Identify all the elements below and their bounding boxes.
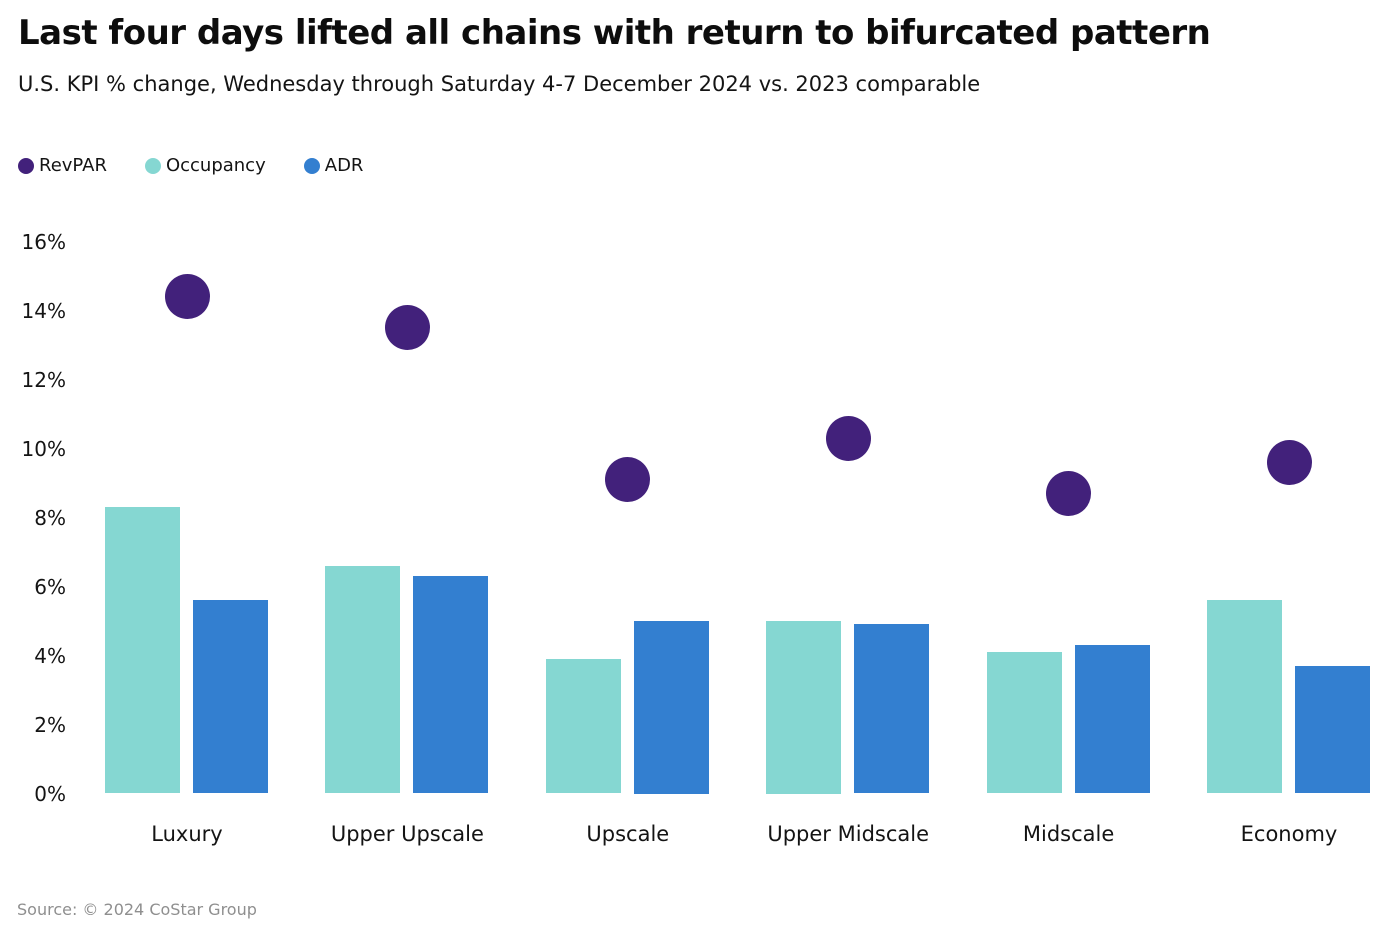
bar-occupancy-upper-midscale	[766, 621, 842, 794]
dot-revpar-upper-midscale	[825, 415, 871, 461]
legend-item-adr: ADR	[303, 155, 364, 176]
bar-adr-upscale	[633, 621, 709, 794]
dot-revpar-upscale	[605, 457, 651, 503]
legend-label: RevPAR	[39, 155, 107, 176]
y-tick-label: 4%	[34, 643, 66, 668]
source-note: Source: © 2024 CoStar Group	[17, 900, 257, 919]
y-tick-label: 0%	[34, 781, 66, 806]
bar-adr-upper-upscale	[413, 576, 489, 794]
x-category-label-economy: Economy	[1240, 822, 1338, 846]
y-tick-label: 12%	[21, 367, 66, 392]
legend-label: Occupancy	[165, 155, 266, 176]
y-tick-label: 16%	[21, 229, 66, 254]
bar-occupancy-luxury	[105, 507, 180, 794]
legend-item-occupancy: Occupancy	[144, 155, 266, 176]
y-tick-label: 6%	[34, 574, 66, 599]
x-category-label-upscale: Upscale	[586, 822, 670, 846]
dot-revpar-upper-upscale	[384, 305, 430, 351]
bar-occupancy-economy	[1207, 600, 1282, 794]
x-category-label-luxury: Luxury	[151, 822, 223, 846]
bar-adr-economy	[1295, 665, 1370, 794]
x-category-label-midscale: Midscale	[1022, 822, 1115, 846]
bar-occupancy-midscale	[986, 652, 1062, 794]
bar-adr-luxury	[193, 600, 268, 794]
y-tick-label: 8%	[34, 505, 66, 530]
occupancy-legend-dot-icon	[144, 157, 161, 174]
legend-item-revpar: RevPAR	[18, 155, 107, 176]
y-tick-label: 14%	[21, 298, 66, 323]
legend-label: ADR	[324, 155, 364, 176]
bar-occupancy-upscale	[545, 658, 621, 794]
dot-revpar-midscale	[1046, 470, 1092, 516]
bar-adr-upper-midscale	[854, 624, 930, 794]
x-category-label-upper-upscale: Upper Upscale	[330, 822, 484, 846]
chart-subtitle: U.S. KPI % change, Wednesday through Sat…	[18, 72, 981, 96]
dot-revpar-luxury	[164, 274, 210, 320]
revpar-legend-dot-icon	[18, 157, 34, 174]
bar-adr-midscale	[1074, 645, 1150, 794]
dot-revpar-economy	[1266, 439, 1312, 485]
adr-legend-dot-icon	[303, 157, 320, 174]
bar-occupancy-upper-upscale	[325, 565, 401, 794]
chart-title: Last four days lifted all chains with re…	[18, 13, 1211, 53]
y-tick-label: 10%	[21, 436, 66, 461]
x-category-label-upper-midscale: Upper Midscale	[767, 822, 930, 846]
legend: RevPAR Occupancy ADR	[18, 155, 363, 176]
y-tick-label: 2%	[34, 712, 66, 737]
